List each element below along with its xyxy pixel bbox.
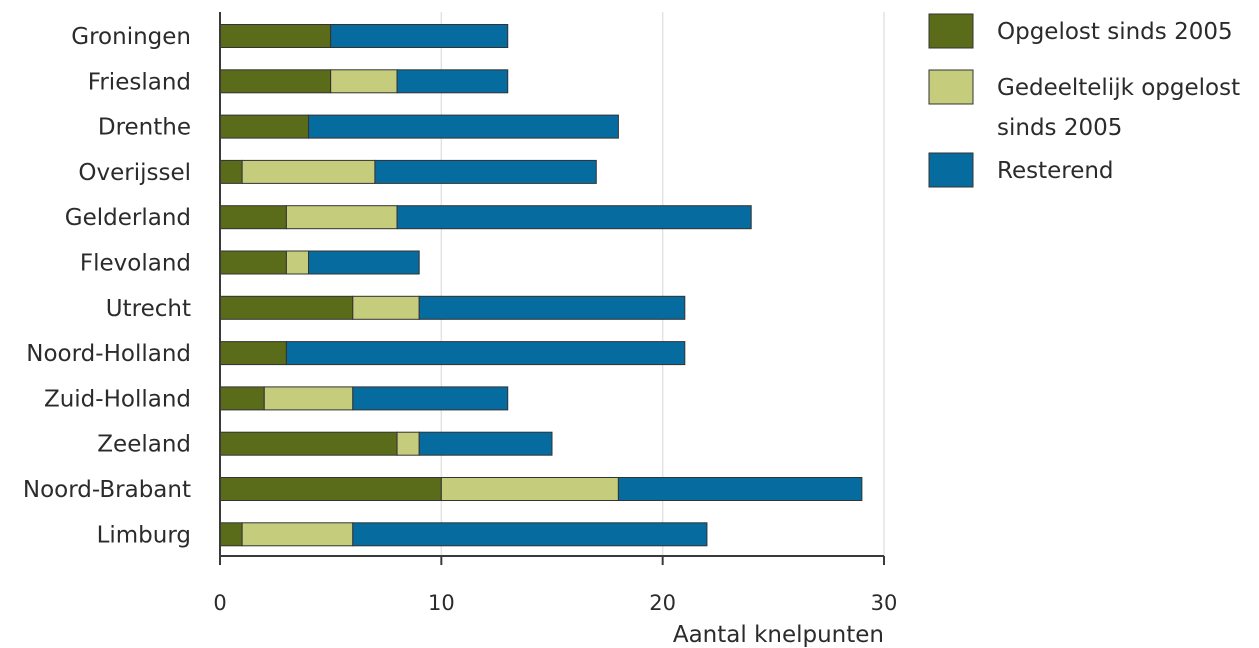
legend: Opgelost sinds 2005 Gedeeltelijk opgelost…: [928, 13, 1240, 188]
axes: [219, 12, 885, 565]
bar-drenthe-opgelost-sinds-2005: [219, 114, 310, 139]
bar-noord-brabant-gedeeltelijk-opgelost-sinds-2005: [440, 477, 619, 501]
bar-flevoland-opgelost-sinds-2005: [219, 250, 287, 275]
bar-groningen-opgelost-sinds-2005: [219, 24, 332, 48]
bar-drenthe-resterend: [308, 114, 619, 139]
category-label-flevoland: Flevoland: [80, 251, 191, 277]
category-label-gelderland: Gelderland: [65, 205, 191, 231]
legend-swatch-gedeeltelijk-opgelost-sinds-2005: [928, 69, 974, 105]
bar-limburg-gedeeltelijk-opgelost-sinds-2005: [241, 522, 354, 547]
bar-zuid-holland-resterend: [352, 386, 509, 411]
x-tick-label-20: 20: [649, 591, 676, 615]
x-tick-label-10: 10: [428, 591, 455, 615]
category-labels: Groningen Friesland Drenthe Overijssel Gelde…: [23, 24, 191, 548]
bar-noord-brabant-resterend: [617, 477, 863, 501]
bar-friesland-gedeeltelijk-opgelost-sinds-2005: [330, 69, 398, 94]
bar-flevoland-gedeeltelijk-opgelost-sinds-2005: [285, 250, 310, 275]
bar-zeeland-resterend: [418, 431, 553, 456]
bar-zuid-holland-opgelost-sinds-2005: [219, 386, 265, 411]
bar-zeeland-opgelost-sinds-2005: [219, 431, 398, 456]
bar-flevoland-resterend: [308, 250, 420, 275]
bar-groningen-resterend: [330, 24, 509, 48]
x-tick-label-30: 30: [871, 591, 898, 615]
category-label-noord-holland: Noord-Holland: [26, 341, 191, 367]
bar-friesland-resterend: [396, 69, 509, 94]
legend-label-opgelost-sinds-2005: Opgelost sinds 2005: [997, 19, 1233, 45]
bar-zuid-holland-gedeeltelijk-opgelost-sinds-2005: [263, 386, 354, 411]
bar-noord-holland-resterend: [285, 341, 686, 366]
bar-utrecht-gedeeltelijk-opgelost-sinds-2005: [352, 295, 420, 320]
bar-utrecht-resterend: [418, 295, 686, 320]
bar-noord-brabant-opgelost-sinds-2005: [219, 477, 442, 501]
bar-gelderland-opgelost-sinds-2005: [219, 205, 287, 230]
legend-swatch-resterend: [928, 152, 974, 188]
bar-limburg-opgelost-sinds-2005: [219, 522, 243, 547]
category-label-noord-brabant: Noord-Brabant: [23, 477, 191, 503]
legend-label-gedeeltelijk-opgelost-sinds-2005: Gedeeltelijk opgelost sinds 2005: [997, 75, 1240, 141]
category-label-friesland: Friesland: [88, 69, 191, 95]
bar-overijssel-opgelost-sinds-2005: [219, 159, 243, 184]
bar-friesland-opgelost-sinds-2005: [219, 69, 332, 94]
category-label-zuid-holland: Zuid-Holland: [44, 386, 191, 412]
bar-noord-holland-opgelost-sinds-2005: [219, 341, 287, 366]
category-label-groningen: Groningen: [71, 24, 191, 50]
gridlines: [440, 12, 885, 556]
category-label-drenthe: Drenthe: [98, 115, 191, 141]
bars: [219, 24, 863, 547]
bar-gelderland-gedeeltelijk-opgelost-sinds-2005: [285, 205, 398, 230]
legend-label-resterend: Resterend: [997, 158, 1114, 184]
category-label-overijssel: Overijssel: [78, 160, 191, 186]
bar-overijssel-gedeeltelijk-opgelost-sinds-2005: [241, 159, 376, 184]
bar-overijssel-resterend: [374, 159, 597, 184]
bar-utrecht-opgelost-sinds-2005: [219, 295, 354, 320]
legend-swatch-opgelost-sinds-2005: [928, 13, 974, 49]
tick-labels: 0 10 20 30: [213, 591, 897, 615]
bar-zeeland-gedeeltelijk-opgelost-sinds-2005: [396, 431, 420, 456]
category-label-utrecht: Utrecht: [106, 296, 191, 322]
x-tick-label-0: 0: [213, 591, 226, 615]
bar-gelderland-resterend: [396, 205, 752, 230]
category-label-zeeland: Zeeland: [97, 432, 191, 458]
x-axis-title: Aantal knelpunten: [673, 622, 884, 648]
category-label-limburg: Limburg: [97, 522, 191, 548]
bar-limburg-resterend: [352, 522, 708, 547]
